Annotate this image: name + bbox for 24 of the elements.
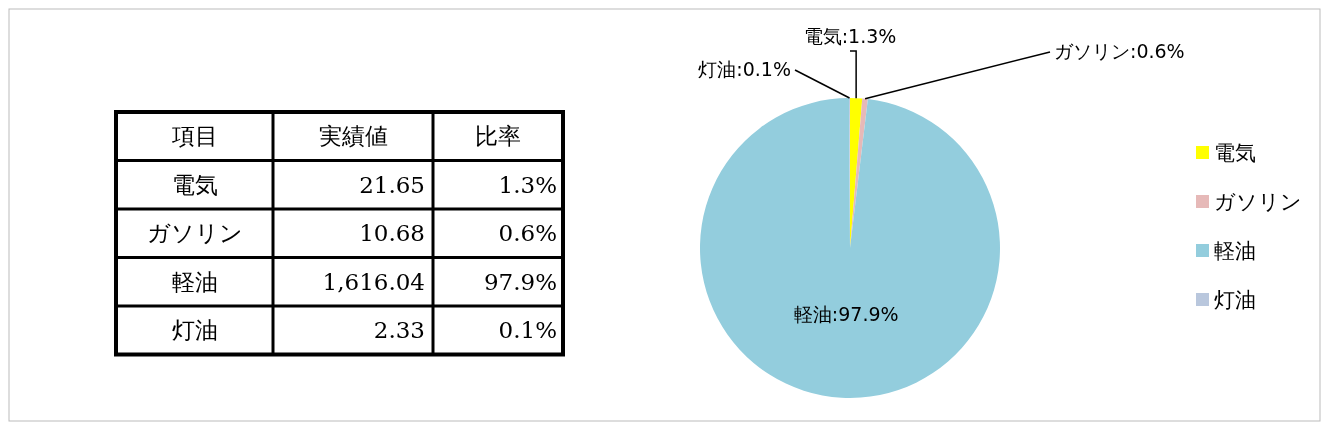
text: 0.1% <box>498 317 557 344</box>
legend-label: ガソリン <box>1214 190 1302 214</box>
data-label: 灯油:0.1% <box>698 58 791 80</box>
text: 2.33 <box>373 317 425 344</box>
category-label: 電気 <box>171 171 218 198</box>
text: 1.3% <box>498 171 557 198</box>
text: 0.6% <box>498 220 557 247</box>
text: 10.68 <box>359 220 425 247</box>
data-label: ガソリン:0.6% <box>1054 40 1185 62</box>
text: 項目 <box>170 123 218 150</box>
text: 比率 <box>475 123 521 150</box>
category-label: 軽油 <box>171 268 218 295</box>
text: 21.65 <box>359 171 425 198</box>
category-label: 灯油 <box>171 317 218 344</box>
legend-label: 軽油 <box>1214 239 1256 263</box>
pie-slice <box>700 98 1000 398</box>
category-label: ガソリン <box>146 220 243 247</box>
data-label: 電気:1.3% <box>803 25 897 47</box>
data-label: 軽油:97.9% <box>793 303 899 326</box>
legend-label: 灯油 <box>1214 288 1256 312</box>
text: 実績値 <box>318 123 388 150</box>
legend-label: 電気 <box>1214 141 1256 165</box>
text: 97.9% <box>483 268 557 295</box>
text: 1,616.04 <box>322 268 425 295</box>
